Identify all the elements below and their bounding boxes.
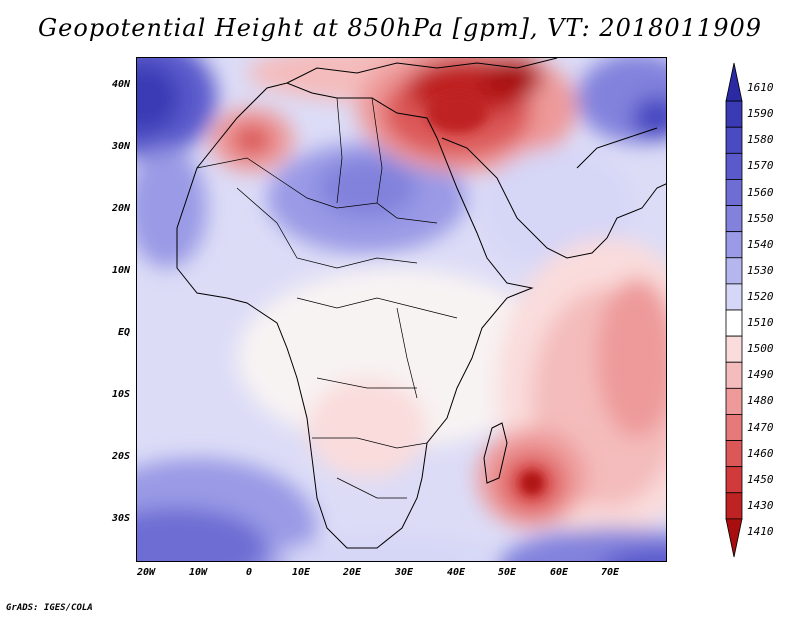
- lon-label-0: 0: [245, 567, 253, 578]
- map-panel[interactable]: [136, 57, 667, 562]
- grads-credit: GrADS: IGES/COLA: [6, 603, 93, 613]
- colorbar-tick-label: 1480: [747, 394, 774, 408]
- border-line: [236, 187, 418, 269]
- colorbar-swatch: [725, 309, 743, 337]
- colorbar-tick-label: 1610: [747, 81, 774, 95]
- border-line: [312, 437, 428, 449]
- colorbar-tick-label: 1530: [747, 263, 774, 277]
- lon-label-20e: 20E: [342, 567, 362, 578]
- asia-coast: [576, 127, 658, 169]
- lat-label-20n: 20N: [111, 203, 130, 214]
- colorbar: [725, 62, 743, 558]
- colorbar-tick-label: 1560: [747, 185, 774, 199]
- colorbar-tick-label: 1430: [747, 498, 774, 512]
- lat-label-30n: 30N: [111, 141, 130, 152]
- country-borders: [196, 97, 458, 499]
- colorbar-tick-label: 1490: [747, 368, 774, 382]
- lat-label-30s: 30S: [111, 513, 130, 524]
- lon-label-20w: 20W: [136, 567, 156, 578]
- height-contours: [137, 58, 666, 561]
- colorbar-tick-label: 1550: [747, 211, 774, 225]
- colorbar-swatch: [725, 205, 743, 233]
- lat-label-20s: 20S: [111, 451, 130, 462]
- africa-coast: [176, 82, 534, 549]
- colorbar-swatch: [725, 518, 743, 558]
- border-line: [336, 477, 407, 499]
- madagascar-coast: [483, 422, 508, 484]
- colorbar-tick-label: 1590: [747, 107, 774, 121]
- lon-label-40e: 40E: [446, 567, 466, 578]
- colorbar-tick-label: 1520: [747, 289, 774, 303]
- colorbar-swatch: [725, 283, 743, 311]
- colorbar-swatch: [725, 231, 743, 259]
- colorbar-swatch: [725, 179, 743, 206]
- lon-label-60e: 60E: [549, 567, 569, 578]
- colorbar-tick-label: 1410: [747, 524, 774, 538]
- colorbar-swatch: [725, 440, 743, 468]
- colorbar-tick-label: 1580: [747, 133, 774, 147]
- colorbar-swatch: [725, 335, 743, 363]
- lon-label-10e: 10E: [291, 567, 311, 578]
- lat-label-eq: EQ: [117, 327, 130, 338]
- border-line: [296, 297, 458, 319]
- border-line: [316, 377, 417, 389]
- europe-coast: [286, 58, 558, 84]
- map-title: Geopotential Height at 850hPa [gpm], VT:…: [38, 14, 762, 42]
- border-line: [371, 97, 383, 204]
- border-line: [196, 157, 438, 224]
- border-line: [396, 307, 418, 399]
- colorbar-swatch: [725, 387, 743, 415]
- lat-label-10s: 10S: [111, 389, 130, 400]
- colorbar-swatch: [725, 466, 743, 494]
- lat-label-10n: 10N: [111, 265, 130, 276]
- colorbar-swatch: [725, 361, 743, 389]
- lon-label-30e: 30E: [394, 567, 414, 578]
- colorbar-tick-label: 1570: [747, 159, 774, 173]
- arabia-coast: [441, 137, 666, 259]
- colorbar-tick-label: 1460: [747, 446, 774, 460]
- colorbar-tick-label: 1500: [747, 342, 774, 356]
- lon-label-70e: 70E: [600, 567, 620, 578]
- colorbar-swatch: [725, 492, 743, 520]
- border-line: [336, 97, 343, 204]
- colorbar-swatch: [725, 257, 743, 285]
- storm-cores: [427, 93, 546, 497]
- colorbar-swatch: [725, 126, 743, 154]
- colorbar-tick-label: 1510: [747, 316, 774, 330]
- colorbar-tick-label: 1450: [747, 472, 774, 486]
- colorbar-swatch: [725, 152, 743, 180]
- colorbar-tick-label: 1470: [747, 420, 774, 434]
- lon-label-10w: 10W: [188, 567, 208, 578]
- height-field-map[interactable]: [137, 58, 667, 562]
- colorbar-swatch: [725, 414, 743, 441]
- colorbar-swatch: [725, 62, 743, 102]
- lat-label-40n: 40N: [111, 79, 130, 90]
- colorbar-swatch: [725, 100, 743, 128]
- coastlines: [176, 58, 666, 549]
- colorbar-tick-label: 1540: [747, 237, 774, 251]
- lon-label-50e: 50E: [497, 567, 517, 578]
